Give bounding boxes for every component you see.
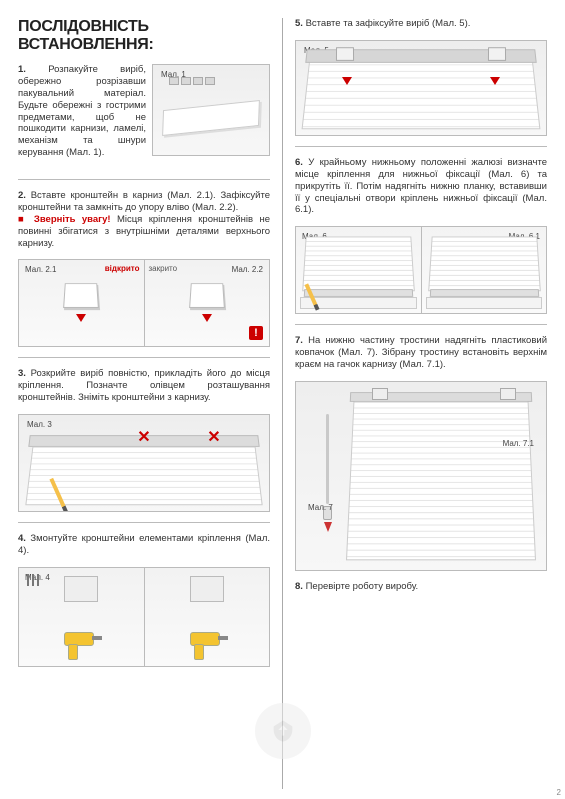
arrow-down-icon [202,314,212,322]
step6-block: 6. У крайньому нижньому положенні жалюзі… [295,157,547,216]
clip-icon [500,388,516,400]
step6-body: У крайньому нижньому положенні жалюзі ви… [295,157,547,216]
step7-num: 7. [295,335,303,346]
closed-label: закрито [149,264,178,273]
warning-icon: ! [249,326,263,340]
step5-body: Вставте та зафіксуйте виріб (Мал. 5). [306,18,471,29]
separator [295,146,547,147]
figure-6-1: Мал. 6.1 [422,226,548,314]
step8-num: 8. [295,581,303,592]
step1-num: 1. [18,64,26,75]
step4-body: Змонтуйте кронштейни елементами кріпленн… [18,533,270,556]
fig6-blinds [302,237,414,292]
fig3-label: Мал. 3 [25,419,54,430]
right-column: 5. Вставте та зафіксуйте виріб (Мал. 5).… [283,18,547,789]
figure-5: Мал. 5 [295,40,547,136]
figure-6-pair: Мал. 6 Мал. 6.1 [295,226,547,314]
figure-2-2: закрито Мал. 2.2 ! [145,259,271,347]
step1-text: 1. Розпакуйте виріб, обережно розрізавши… [18,64,146,159]
figure-6: Мал. 6 [295,226,422,314]
step5-num: 5. [295,18,303,29]
part-icon [169,77,179,85]
figure-4-pair: Мал. 4 [18,567,270,667]
step1-block: 1. Розпакуйте виріб, обережно розрізавши… [18,64,270,159]
fig1-parts [169,77,215,85]
clip-icon [488,47,506,61]
step2-body-a: Вставте кронштейн в карниз (Мал. 2.1). З… [18,190,270,213]
step7-body: На нижню частину тростини надягніть плас… [295,335,547,370]
separator [18,357,270,358]
x-mark-icon: ✕ [207,427,220,447]
x-mark-icon: ✕ [137,427,150,447]
step1-body: Розпакуйте виріб, обережно розрізавши па… [18,64,146,158]
figure-4-left: Мал. 4 [18,567,145,667]
fig6-bottomrail [304,289,413,297]
part-icon [205,77,215,85]
step2-warn: Зверніть увагу! [34,214,111,225]
step7-text: 7. На нижню частину тростини надягніть п… [295,335,547,371]
figure-4-right [145,567,271,667]
page-number: 2 [557,788,561,797]
drill-icon [184,622,230,662]
bracket-icon [189,284,225,309]
separator [18,522,270,523]
fig7-label: Мал. 7 [306,502,335,513]
fig1-rail [162,100,260,136]
bracket-icon [64,576,98,602]
step4-num: 4. [18,533,26,544]
step7-block: 7. На нижню частину тростини надягніть п… [295,335,547,371]
clip-icon [336,47,354,61]
wand-icon [326,414,329,504]
step5-text: 5. Вставте та зафіксуйте виріб (Мал. 5). [295,18,547,30]
step3-block: 3. Розкрийте виріб повністю, прикладіть … [18,368,270,404]
screw-icon [37,574,39,586]
step2-text-a: 2. Вставте кронштейн в карниз (Мал. 2.1)… [18,190,270,214]
step3-body: Розкрийте виріб повністю, прикладіть йог… [18,368,270,403]
fig7-blinds [346,396,536,560]
screw-icon [32,574,34,586]
separator [18,179,270,180]
separator [295,324,547,325]
figure-2-pair: Мал. 2.1 відкрито закрито Мал. 2.2 ! [18,259,270,347]
screws-icon [27,574,39,586]
part-icon [193,77,203,85]
step4-text: 4. Змонтуйте кронштейни елементами кріпл… [18,533,270,557]
step4-block: 4. Змонтуйте кронштейни елементами кріпл… [18,533,270,557]
page-title: ПОСЛІДОВНІСТЬ ВСТАНОВЛЕННЯ: [18,18,270,54]
bracket-icon [63,284,99,309]
fig71-label: Мал. 7.1 [501,438,536,449]
drill-icon [58,622,104,662]
fig22-label: Мал. 2.2 [230,264,265,275]
arrow-down-icon [490,77,500,85]
bracket-icon [190,576,224,602]
step8-text: 8. Перевірте роботу виробу. [295,581,547,593]
step6-text: 6. У крайньому нижньому положенні жалюзі… [295,157,547,216]
step5-block: 5. Вставте та зафіксуйте виріб (Мал. 5). [295,18,547,30]
open-label: відкрито [105,264,140,273]
arrow-down-icon [342,77,352,85]
wand-tip-icon [324,522,332,532]
step8-body: Перевірте роботу виробу. [306,581,419,592]
fig61-sill [426,297,543,309]
clip-icon [372,388,388,400]
step3-num: 3. [18,368,26,379]
arrow-down-icon [76,314,86,322]
figure-1: Мал. 1 [152,64,270,156]
part-icon [181,77,191,85]
step2-text-b: ■ Зверніть увагу! Місця кріплення кроншт… [18,214,270,250]
figure-3: Мал. 3 ✕ ✕ [18,414,270,512]
screw-icon [27,574,29,586]
step3-text: 3. Розкрийте виріб повністю, прикладіть … [18,368,270,404]
fig61-blinds [428,237,540,292]
figure-2-1: Мал. 2.1 відкрито [18,259,145,347]
step6-num: 6. [295,157,303,168]
left-column: ПОСЛІДОВНІСТЬ ВСТАНОВЛЕННЯ: 1. Розпакуйт… [18,18,282,789]
fig5-blinds [302,51,541,129]
fig21-label: Мал. 2.1 [23,264,58,275]
step2-num: 2. [18,190,26,201]
figure-7: Мал. 7 Мал. 7.1 [295,381,547,571]
step2-block: 2. Вставте кронштейн в карниз (Мал. 2.1)… [18,190,270,249]
fig61-bottomrail [429,289,538,297]
